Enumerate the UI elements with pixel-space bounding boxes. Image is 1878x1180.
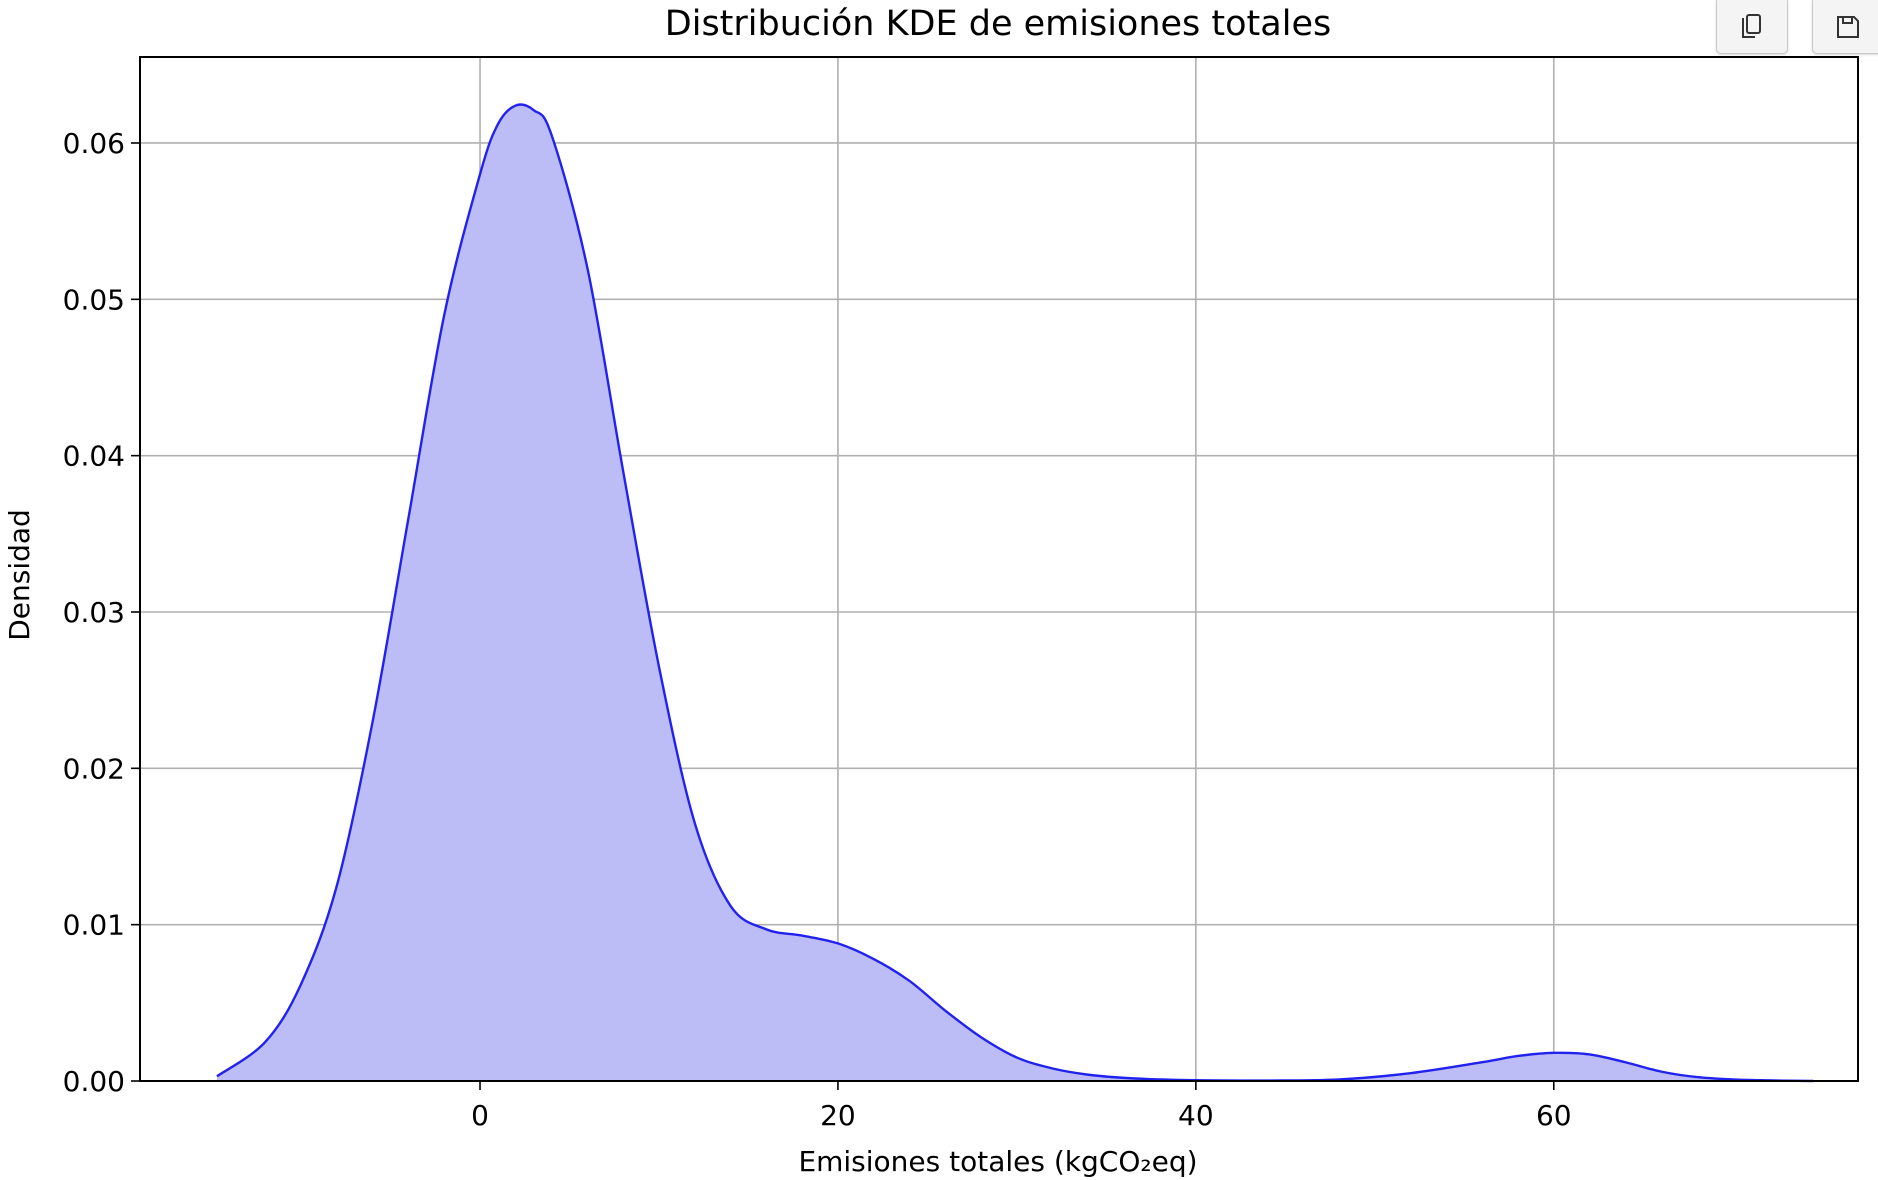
y-axis-label: Densidad: [3, 509, 36, 641]
y-tick-label: 0.05: [63, 283, 125, 316]
kde-curve-line: [216, 103, 1814, 1083]
y-tick-label: 0.06: [63, 127, 125, 160]
save-icon: [1835, 14, 1861, 40]
x-tick-label: 0: [471, 1099, 489, 1132]
y-tick-label: 0.04: [63, 440, 125, 473]
copy-button[interactable]: [1716, 0, 1788, 54]
x-tick-label: 60: [1536, 1099, 1572, 1132]
kde-area-fill: [216, 104, 1814, 1081]
x-axis-ticks: 0 20 40 60: [471, 1081, 1572, 1132]
chart-title: Distribución KDE de emisiones totales: [665, 4, 1331, 44]
y-tick-label: 0.02: [63, 752, 125, 785]
x-axis-label: Emisiones totales (kgCO₂eq): [798, 1145, 1197, 1178]
y-tick-label: 0.01: [63, 909, 125, 942]
x-tick-label: 20: [820, 1099, 856, 1132]
copy-icon: [1739, 12, 1765, 42]
y-tick-label: 0.00: [63, 1065, 125, 1098]
y-tick-label: 0.03: [63, 596, 125, 629]
y-axis-ticks: 0.00 0.01 0.02 0.03 0.04 0.05 0.06: [63, 127, 140, 1098]
x-tick-label: 40: [1178, 1099, 1214, 1132]
save-button[interactable]: [1812, 0, 1878, 54]
plot-frame: [139, 56, 1859, 1082]
